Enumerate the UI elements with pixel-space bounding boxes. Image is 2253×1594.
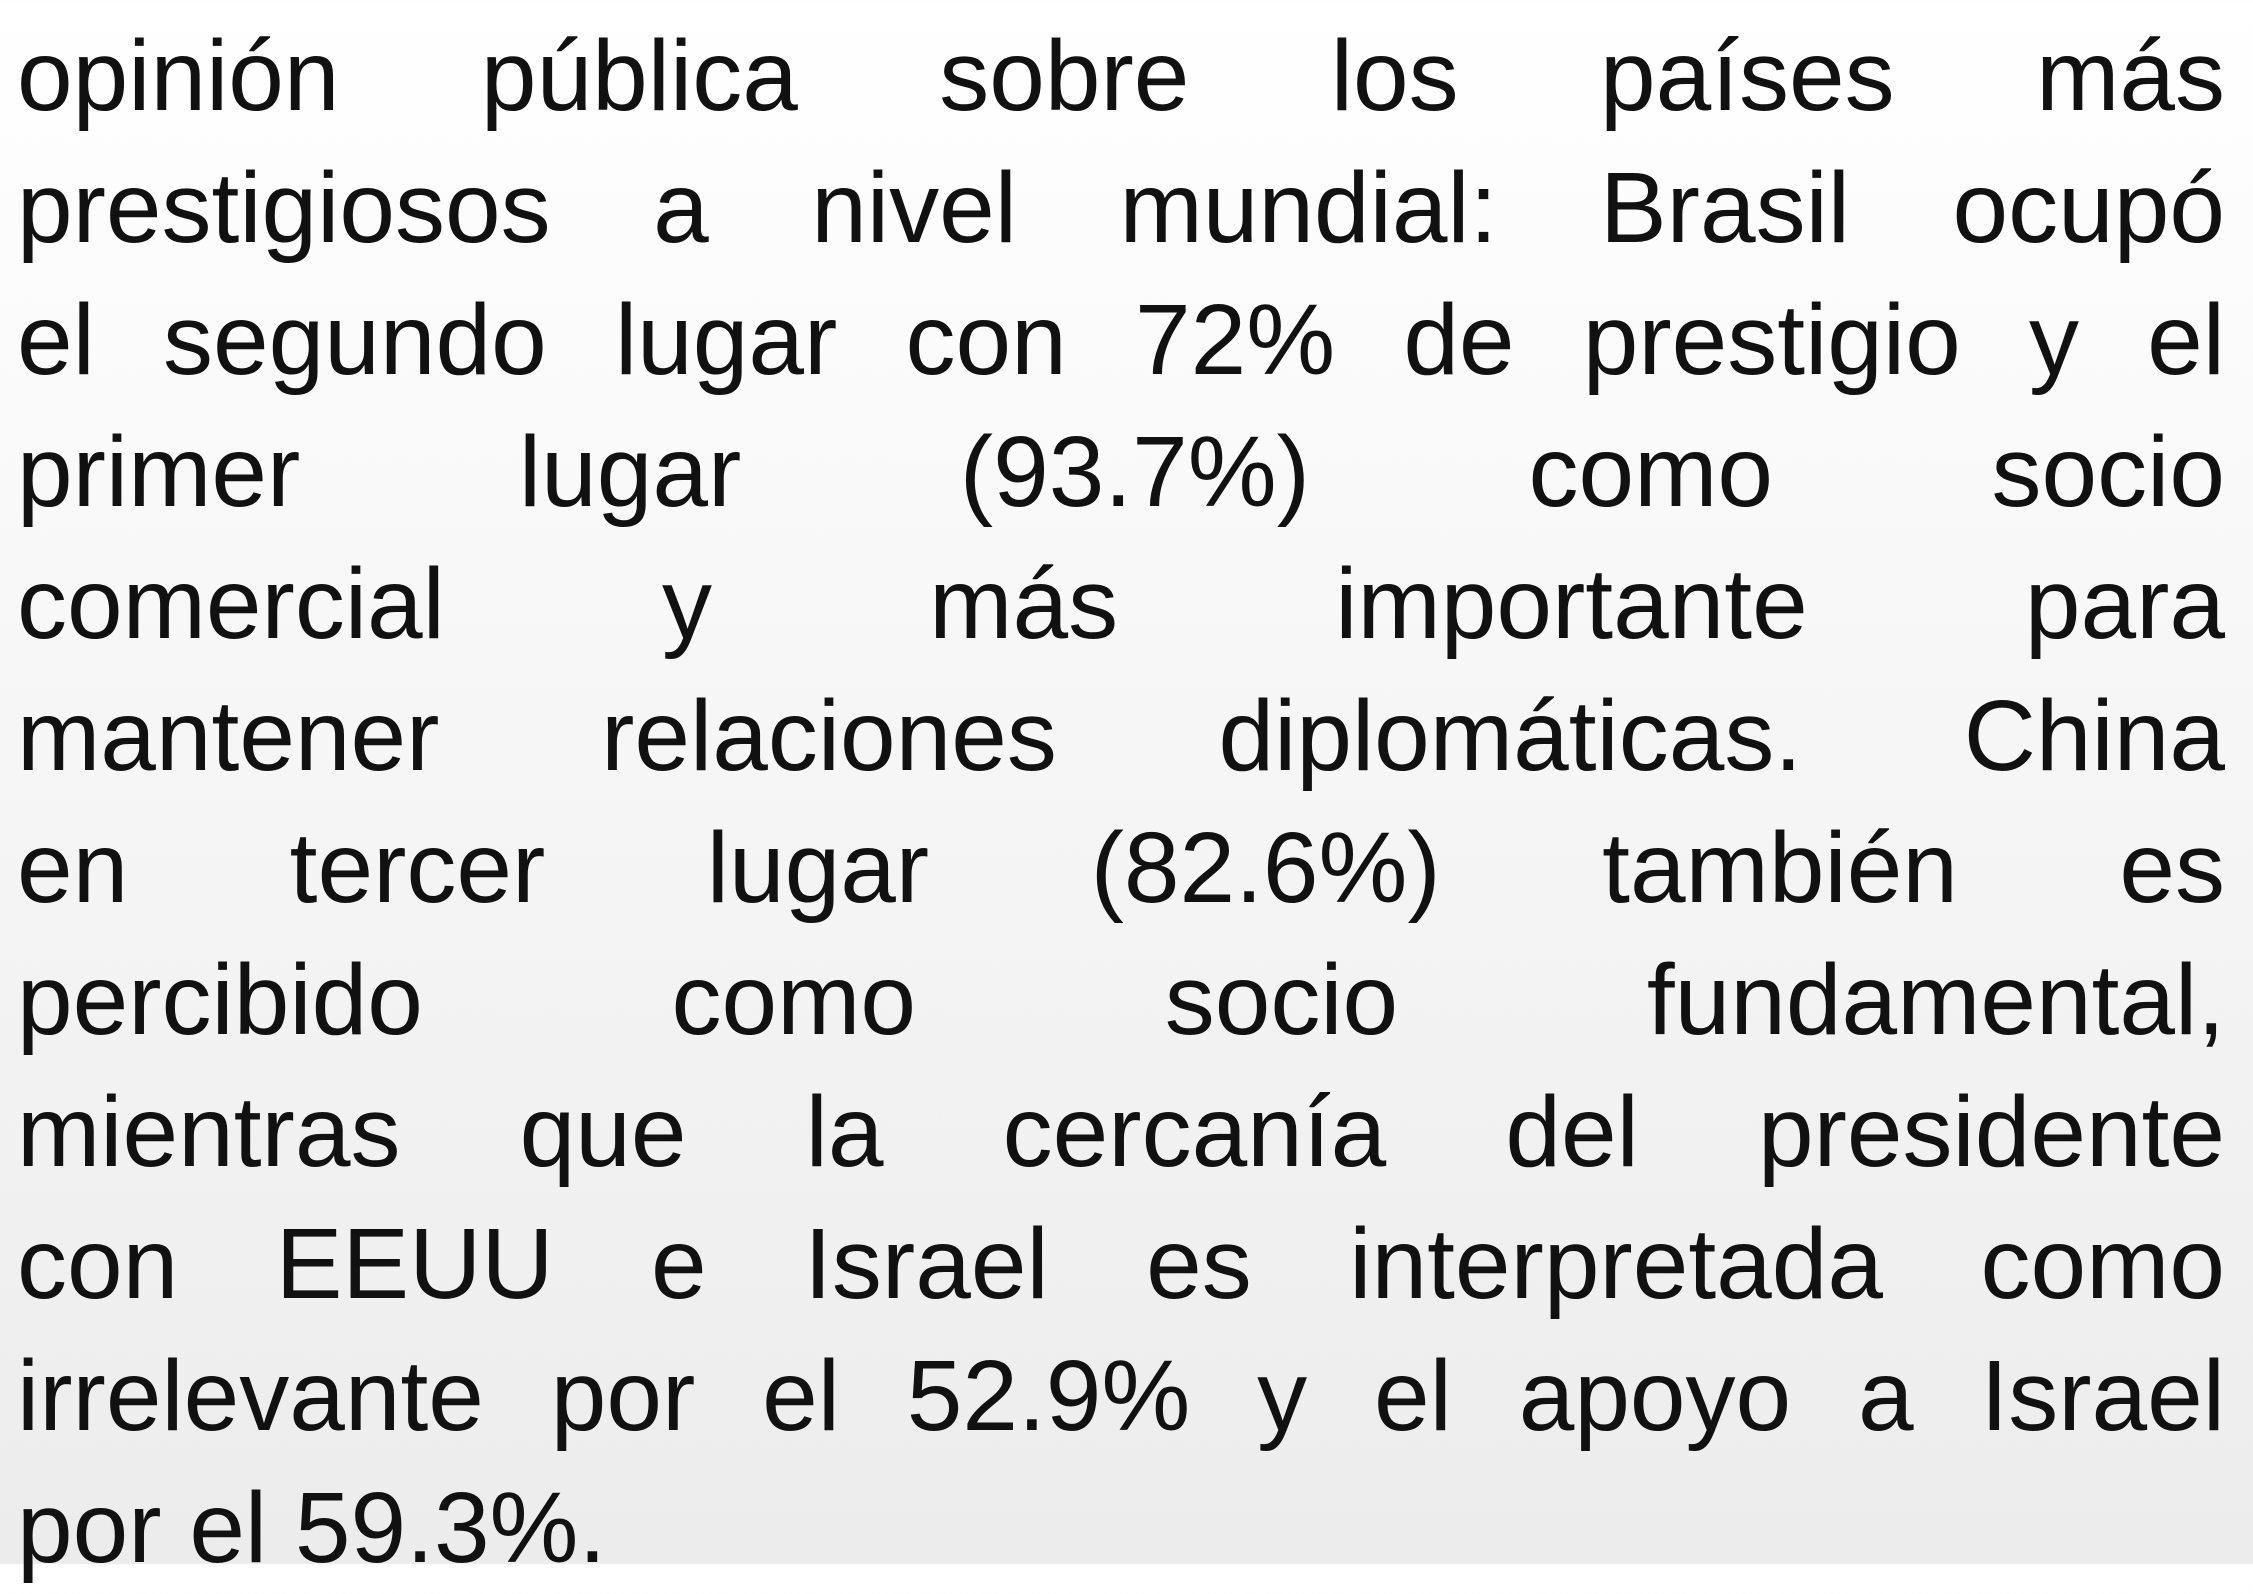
text-line: percibido como socio fundamental, [17, 944, 2225, 1056]
text-line: con EEUU e Israel es interpretada como [17, 1208, 2225, 1320]
paragraph: opinión pública sobre los países más pres… [17, 10, 2225, 1594]
text-line: prestigiosos a nivel mundial: Brasil ocu… [17, 152, 2225, 264]
text-line: mientras que la cercanía del presidente [17, 1076, 2225, 1188]
text-line: mantener relaciones diplomáticas. China [17, 680, 2225, 792]
text-line: el segundo lugar con 72% de prestigio y … [17, 284, 2225, 396]
text-line: irrelevante por el 52.9% y el apoyo a Is… [17, 1340, 2225, 1452]
text-line: opinión pública sobre los países más [17, 20, 2225, 132]
text-line: por el 59.3%. [17, 1472, 607, 1584]
text-line: primer lugar (93.7%) como socio [17, 416, 2225, 528]
text-line: en tercer lugar (82.6%) también es [17, 812, 2225, 924]
text-line: comercial y más importante para [17, 548, 2225, 660]
